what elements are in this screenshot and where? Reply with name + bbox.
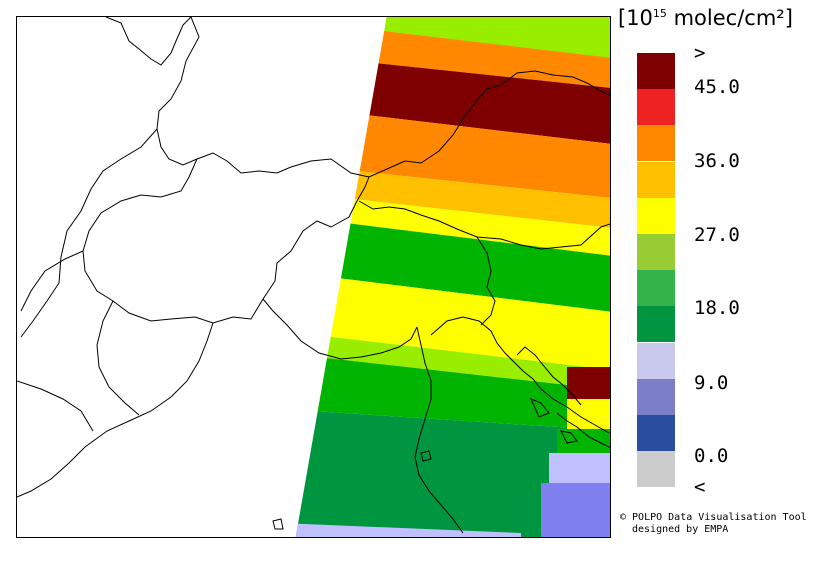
legend-swatch	[637, 161, 675, 198]
legend-tick-label: 36.0	[694, 150, 740, 172]
swath-bands	[295, 17, 610, 537]
legend-tick-label: <	[694, 476, 706, 498]
band	[567, 399, 610, 429]
legend-swatch	[637, 125, 675, 162]
legend-swatch	[637, 451, 675, 488]
coastline	[272, 316, 610, 534]
legend-tick-label: 0.0	[694, 445, 729, 467]
border-lines	[17, 17, 610, 498]
legend-swatch	[637, 197, 675, 234]
legend-swatch	[637, 378, 675, 415]
band	[567, 367, 610, 399]
legend-unit-label: [1015 molec/cm²]	[618, 6, 793, 30]
credit-line-1: © POLPO Data Visualisation Tool	[620, 512, 807, 523]
band	[295, 409, 610, 537]
legend-tick-label: >	[694, 42, 706, 64]
band	[295, 163, 610, 229]
band	[295, 215, 610, 313]
band	[295, 523, 521, 537]
legend-tick-label: 9.0	[694, 372, 729, 394]
band	[295, 353, 610, 431]
band	[295, 331, 610, 391]
credit-line-2: designed by EMPA	[632, 524, 729, 535]
legend-tick-label: 18.0	[694, 297, 740, 319]
legend-tick-label: 27.0	[694, 224, 740, 246]
legend-tick-label: 45.0	[694, 76, 740, 98]
legend-swatch	[637, 53, 675, 89]
legend-swatch	[637, 342, 675, 379]
map-canvas	[17, 17, 610, 537]
band	[295, 271, 610, 371]
legend-swatch	[637, 415, 675, 451]
band	[541, 483, 610, 537]
legend-swatch	[637, 89, 675, 126]
legend-swatch	[637, 270, 675, 307]
legend-swatch	[637, 234, 675, 270]
legend-swatch	[637, 306, 675, 343]
map-panel	[16, 16, 611, 538]
band	[295, 191, 610, 257]
